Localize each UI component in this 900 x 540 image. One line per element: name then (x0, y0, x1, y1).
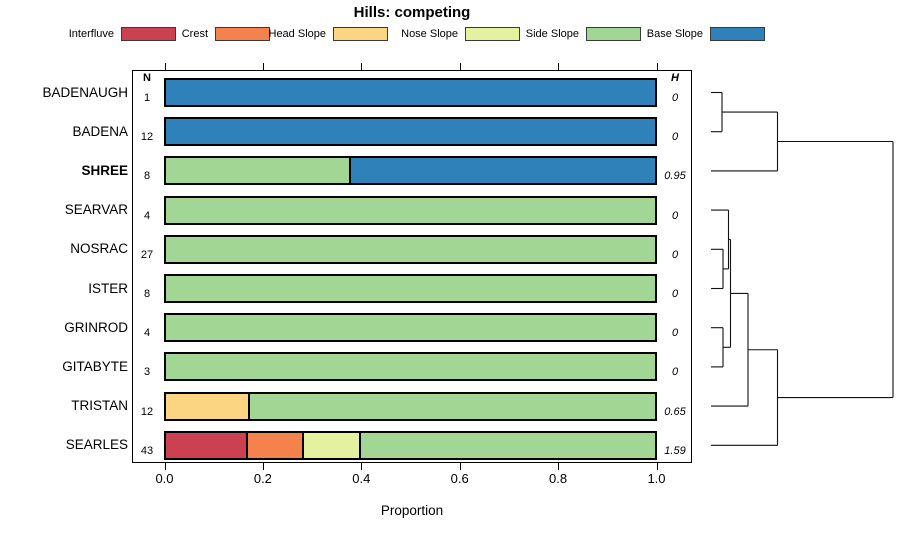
bar-segment (166, 236, 655, 262)
h-value: 0 (671, 131, 679, 144)
stacked-bar (164, 274, 657, 303)
legend-label: Crest (181, 28, 208, 40)
stacked-bar (164, 430, 657, 460)
stacked-bar (164, 195, 657, 225)
n-value: 4 (143, 209, 151, 222)
category-label: SEARLES (65, 437, 128, 453)
h-value: 0 (671, 92, 679, 104)
n-column-header: N (143, 72, 151, 84)
legend-item: Side Slope (526, 27, 641, 41)
n-value: 1 (143, 92, 151, 104)
legend-label: Head Slope (268, 28, 327, 40)
bar-segment (245, 432, 303, 458)
legend-swatch (215, 27, 270, 41)
h-value: 0 (671, 248, 679, 261)
category-label: BADENA (72, 123, 128, 139)
bar-segment (349, 158, 655, 184)
chart-title: Hills: competing (353, 4, 471, 21)
top-tick (459, 63, 461, 70)
bottom-tick (656, 463, 658, 470)
bottom-tick (361, 463, 363, 470)
category-label: SHREE (81, 162, 128, 178)
x-tick-label: 0.0 (155, 471, 174, 486)
bar-segment (247, 393, 655, 419)
category-label: SEARVAR (64, 202, 128, 218)
bar-segment (166, 197, 655, 223)
x-tick-label: 0.8 (549, 471, 568, 486)
h-column-header: H (671, 72, 679, 84)
x-axis-label: Proportion (380, 503, 444, 518)
legend-swatch (465, 27, 520, 41)
n-value: 43 (140, 444, 154, 457)
category-label: BADENAUGH (42, 84, 128, 100)
bottom-tick (262, 463, 264, 470)
category-label: GRINROD (64, 319, 128, 335)
top-tick (262, 63, 264, 70)
bottom-tick (164, 463, 166, 470)
top-tick (656, 63, 658, 70)
n-value: 27 (140, 248, 154, 261)
legend-item: Nose Slope (401, 27, 520, 41)
x-tick-label: 0.4 (352, 471, 371, 486)
bar-segment (166, 80, 655, 105)
legend-item: Head Slope (269, 27, 388, 41)
legend-label: Interfluve (68, 28, 114, 40)
bar-segment (166, 432, 246, 458)
legend-label: Side Slope (525, 28, 579, 40)
category-label: ISTER (88, 280, 128, 296)
h-value: 0 (671, 327, 679, 340)
bar-segment (302, 432, 360, 458)
x-tick-label: 0.2 (253, 471, 272, 486)
bar-segment (166, 119, 655, 145)
x-tick-label: 0.6 (450, 471, 469, 486)
h-value: 0 (671, 288, 679, 300)
h-value: 0.95 (664, 170, 686, 183)
legend-swatch (121, 27, 176, 41)
stacked-bar (164, 156, 657, 186)
bar-segment (359, 432, 655, 458)
bar-segment (166, 354, 655, 380)
legend-swatch (586, 27, 641, 41)
stacked-bar (164, 352, 657, 382)
top-tick (558, 63, 560, 70)
legend-swatch (333, 27, 388, 41)
top-tick (361, 63, 363, 70)
top-tick (164, 63, 166, 70)
stacked-bar (164, 117, 657, 147)
h-value: 0 (671, 209, 679, 222)
legend-label: Base Slope (646, 28, 703, 40)
h-value: 0.65 (664, 405, 686, 418)
legend-item: Crest (182, 27, 270, 41)
stacked-bar (164, 391, 657, 421)
h-value: 0 (671, 366, 679, 379)
bar-segment (166, 393, 248, 419)
stacked-bar (164, 78, 657, 107)
n-value: 12 (140, 405, 154, 418)
bar-segment (166, 315, 655, 341)
x-tick-label: 1.0 (647, 471, 666, 486)
n-value: 8 (143, 170, 151, 183)
n-value: 3 (143, 366, 151, 379)
bar-segment (166, 276, 655, 301)
stacked-bar (164, 234, 657, 264)
n-value: 4 (143, 327, 151, 340)
category-label: GITABYTE (62, 358, 128, 374)
n-value: 12 (140, 131, 154, 144)
bottom-tick (459, 463, 461, 470)
legend-item: Interfluve (69, 27, 176, 41)
legend-swatch (710, 27, 765, 41)
legend-item: Base Slope (647, 27, 765, 41)
n-value: 8 (143, 288, 151, 300)
stacked-bar (164, 313, 657, 343)
legend-label: Nose Slope (401, 28, 458, 40)
bar-segment (166, 158, 350, 184)
category-label: NOSRAC (70, 241, 128, 257)
bottom-tick (558, 463, 560, 470)
category-label: TRISTAN (71, 398, 128, 414)
h-value: 1.59 (664, 444, 686, 457)
